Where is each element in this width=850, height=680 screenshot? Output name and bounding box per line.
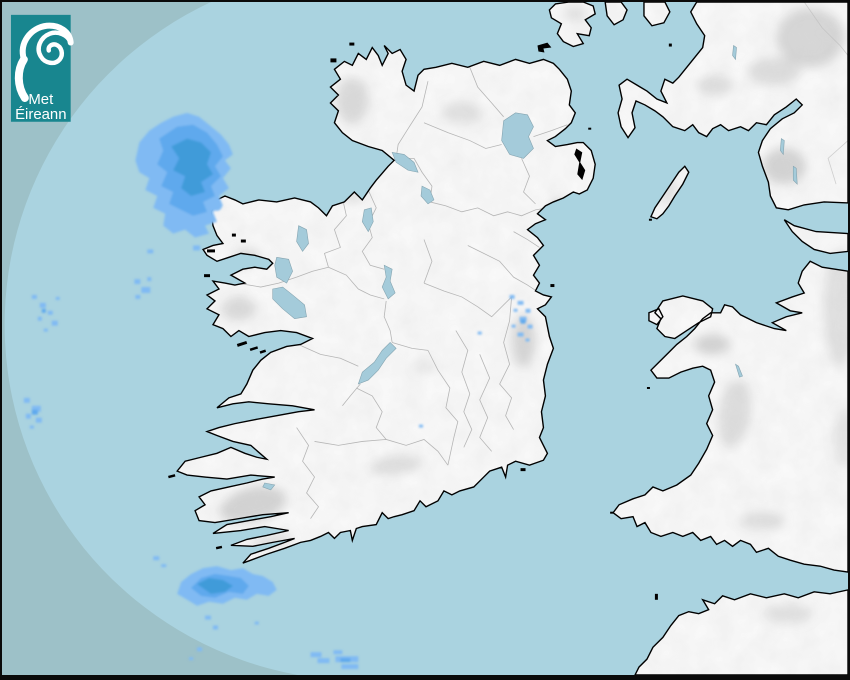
rain-fragment bbox=[254, 621, 259, 625]
rain-cell-west-1 bbox=[135, 294, 141, 299]
rain-cell-west-2 bbox=[51, 320, 58, 326]
rain-cells bbox=[23, 112, 533, 670]
island-clare bbox=[207, 249, 215, 253]
island-calf-of-man bbox=[648, 218, 652, 221]
island-bardsey bbox=[646, 386, 650, 389]
island-lambay bbox=[550, 284, 555, 288]
strangford-lough bbox=[574, 148, 586, 181]
rain-fragment bbox=[419, 424, 424, 428]
rain-fragment bbox=[153, 556, 160, 561]
rain-cell-dublin bbox=[525, 308, 531, 313]
lake-lough-allen bbox=[361, 207, 374, 233]
small-islands bbox=[168, 42, 672, 600]
rain-cell-far-south bbox=[310, 652, 322, 658]
rain-cell-far-south-moderate bbox=[340, 658, 351, 663]
rain-cell-dublin bbox=[519, 316, 527, 322]
island-copeland bbox=[588, 127, 592, 130]
rain-fragment bbox=[197, 647, 203, 652]
lake-lough-mask bbox=[274, 257, 293, 284]
rain-fragment bbox=[213, 625, 218, 630]
lake-lower-lough-erne bbox=[391, 152, 419, 173]
rain-cell-dublin bbox=[525, 338, 530, 342]
island-saltee bbox=[520, 468, 526, 472]
lake-lough-ree bbox=[381, 264, 396, 300]
rain-intensity-heavy bbox=[171, 138, 233, 594]
rain-cell-west-3 bbox=[31, 405, 41, 412]
rain-cell-dublin bbox=[511, 324, 516, 328]
rain-fragment bbox=[212, 200, 222, 211]
lake-scotland bbox=[732, 45, 737, 61]
rain-cell-northwest-core bbox=[171, 138, 214, 196]
rain-cell-far-south bbox=[333, 650, 343, 655]
rain-cell-west-2 bbox=[37, 316, 42, 321]
rain-cell-west-3 bbox=[25, 413, 31, 419]
rain-cell-west-2 bbox=[39, 302, 46, 308]
lake-lough-derg bbox=[357, 342, 397, 385]
rain-cell-far-south bbox=[341, 664, 359, 670]
rain-cell-far-south bbox=[317, 658, 330, 664]
island-aran-inisheer bbox=[259, 349, 267, 354]
rain-fragment bbox=[189, 657, 194, 661]
island-tory bbox=[349, 42, 355, 46]
rain-cell-dublin bbox=[517, 300, 524, 305]
lake-lough-conn bbox=[296, 225, 309, 252]
rain-cell-dublin bbox=[509, 294, 515, 299]
rain-cell-west-2 bbox=[55, 296, 60, 300]
rain-cell-dublin bbox=[513, 308, 518, 312]
lake-cumbria-1 bbox=[780, 138, 785, 156]
island-ramsey bbox=[610, 511, 614, 514]
rain-fragment bbox=[147, 249, 154, 254]
county-borders bbox=[236, 67, 568, 519]
island-ailsa-craig bbox=[668, 43, 672, 47]
rain-fragment bbox=[193, 245, 201, 251]
rain-cell-dublin bbox=[527, 324, 533, 329]
island-inishbofin bbox=[204, 274, 211, 278]
regional-borders-britain bbox=[803, 2, 848, 185]
rain-cell-west-3 bbox=[35, 417, 42, 423]
island-aran-inishmaan bbox=[249, 346, 259, 352]
island-aranmore bbox=[330, 58, 337, 63]
rain-cell-dublin-moderate bbox=[520, 319, 526, 324]
rain-cell-dublin bbox=[517, 332, 524, 337]
rain-cell-west-2 bbox=[43, 328, 48, 332]
rain-cell-west-1 bbox=[141, 287, 151, 293]
islet-clew-bay-2 bbox=[240, 239, 246, 243]
rain-cell-west-1 bbox=[147, 277, 152, 282]
rain-fragment bbox=[161, 564, 167, 568]
rain-cell-west-2 bbox=[31, 294, 37, 299]
island-rathlin bbox=[537, 42, 552, 53]
lake-upper-lough-erne bbox=[420, 185, 435, 205]
rain-cell-west-2 bbox=[47, 310, 53, 315]
lake-cumbria-2 bbox=[792, 165, 798, 185]
logo-text-met: Met bbox=[28, 92, 54, 108]
rain-fragment bbox=[205, 615, 212, 620]
lake-bala bbox=[734, 363, 743, 378]
island-lundy bbox=[654, 593, 658, 600]
lakes bbox=[262, 45, 798, 491]
met-eireann-logo: Met Éireann bbox=[10, 14, 74, 123]
island-aran-inishmore bbox=[236, 340, 248, 347]
rain-cell-west-1 bbox=[134, 279, 141, 285]
rain-cell-west-moderate bbox=[41, 308, 46, 313]
hurricane-swirl-icon bbox=[14, 22, 74, 102]
rain-cell-west-3 bbox=[29, 425, 34, 429]
island-dursey bbox=[215, 545, 223, 550]
rain-cell-west-moderate bbox=[31, 409, 38, 415]
rain-cell-dublin bbox=[477, 331, 482, 335]
islet-clew-bay bbox=[231, 233, 236, 237]
rain-cell-south-core bbox=[197, 578, 233, 594]
logo-text-eireann: Éireann bbox=[15, 106, 66, 123]
island-blasket bbox=[168, 474, 176, 479]
lake-lough-corrib bbox=[272, 286, 307, 320]
lake-killarney bbox=[262, 482, 276, 491]
rain-cell-west-3 bbox=[23, 397, 30, 403]
lake-lough-neagh bbox=[501, 112, 534, 159]
